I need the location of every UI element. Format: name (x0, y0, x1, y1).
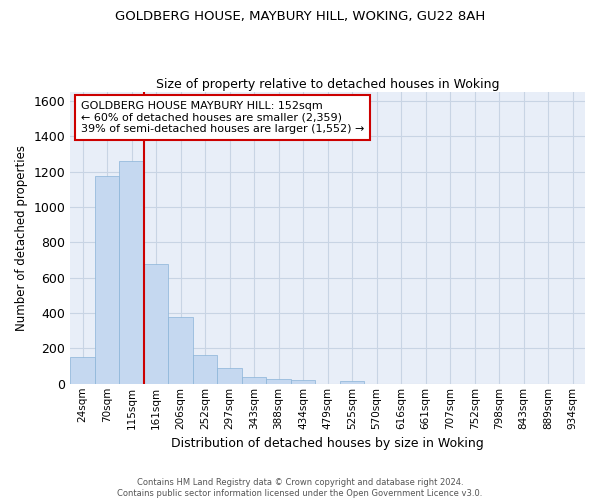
Bar (144, 264, 169, 384)
Bar (70, 358, 95, 384)
Bar (95, 176, 119, 384)
Bar (266, 379, 291, 384)
Bar (169, 318, 193, 384)
Text: Contains HM Land Registry data © Crown copyright and database right 2024.
Contai: Contains HM Land Registry data © Crown c… (118, 478, 482, 498)
Bar (217, 368, 242, 384)
Text: GOLDBERG HOUSE, MAYBURY HILL, WOKING, GU22 8AH: GOLDBERG HOUSE, MAYBURY HILL, WOKING, GU… (115, 10, 485, 23)
Bar (119, 161, 144, 384)
Bar (291, 380, 316, 384)
Bar (193, 356, 217, 384)
X-axis label: Distribution of detached houses by size in Woking: Distribution of detached houses by size … (171, 437, 484, 450)
Text: GOLDBERG HOUSE MAYBURY HILL: 152sqm
← 60% of detached houses are smaller (2,359): GOLDBERG HOUSE MAYBURY HILL: 152sqm ← 60… (80, 101, 364, 134)
Bar (340, 381, 364, 384)
Title: Size of property relative to detached houses in Woking: Size of property relative to detached ho… (156, 78, 499, 91)
Bar (242, 377, 266, 384)
Y-axis label: Number of detached properties: Number of detached properties (15, 145, 28, 331)
